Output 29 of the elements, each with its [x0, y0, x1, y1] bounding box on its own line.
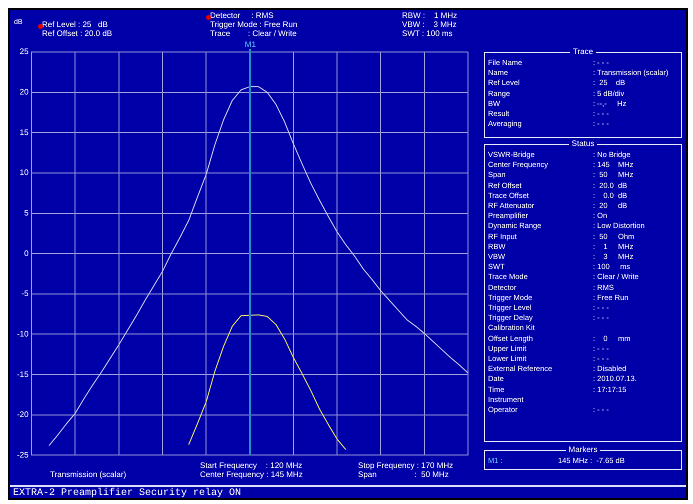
y-tick-label: 15 [20, 128, 30, 137]
text: Trace [570, 47, 596, 56]
text: Status [568, 139, 598, 148]
text: Ref Level : 25 dB [42, 20, 108, 29]
y-tick-label: -20 [17, 410, 30, 420]
text: EXTRA-2 Preamplifier Security relay ON [12, 486, 242, 500]
y-tick-label: 25 [20, 47, 30, 56]
y-tick-label: 10 [20, 168, 30, 178]
text: Span : 50 MHz [358, 470, 449, 479]
text: RBW : 1 MHz [402, 11, 458, 20]
text: Center Frequency : 145 MHz [200, 470, 303, 479]
y-tick-label: -25 [17, 450, 30, 460]
text: SWT : 100 ms [402, 29, 453, 38]
text: M1 [244, 40, 256, 49]
text: Start Frequency : 120 MHz [200, 461, 302, 470]
y-tick-label: 0 [24, 248, 30, 258]
text: VBW : 3 MHz [402, 20, 457, 29]
text: Trigger Mode : Free Run [210, 20, 298, 29]
text: Transmission (scalar) [50, 470, 126, 479]
text: Stop Frequency : 170 MHz [358, 461, 454, 470]
y-tick-label: 20 [20, 88, 30, 97]
text: Markers [566, 445, 600, 454]
y-tick-label: -5 [21, 289, 30, 298]
y-tick-label: 5 [24, 208, 30, 218]
text: Ref Offset : 20.0 dB [42, 29, 112, 38]
text: Detector : RMS [210, 11, 274, 20]
y-tick-label: -15 [17, 370, 30, 379]
text: Trace : Clear / Write [210, 29, 297, 38]
y-tick-label: -10 [17, 329, 30, 338]
